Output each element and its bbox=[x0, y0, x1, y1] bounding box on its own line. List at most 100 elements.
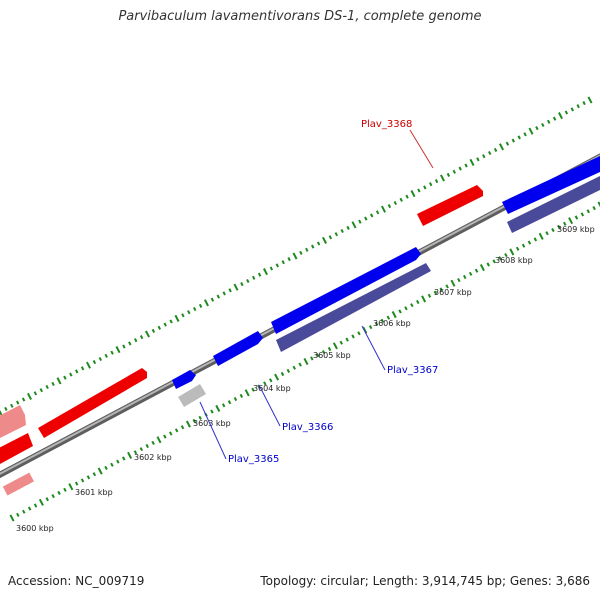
gene-label-plav3365: Plav_3365 bbox=[228, 454, 279, 465]
outer-tick bbox=[275, 263, 279, 268]
outer-tick bbox=[311, 244, 315, 249]
inner-tick bbox=[298, 362, 302, 367]
inner-tick bbox=[486, 262, 490, 267]
outer-tick bbox=[240, 282, 244, 287]
inner-tick bbox=[410, 303, 414, 308]
gene-arrow-reverse-faded[interactable] bbox=[0, 405, 26, 438]
inner-tick bbox=[557, 224, 561, 229]
outer-tick bbox=[104, 353, 108, 358]
genome-summary-text: Topology: circular; Length: 3,914,745 bp… bbox=[260, 574, 590, 588]
accession-text: Accession: NC_009719 bbox=[8, 574, 145, 588]
outer-tick bbox=[56, 377, 62, 385]
tick-label-3602: 3602 kbp bbox=[134, 453, 172, 462]
outer-tick bbox=[334, 232, 338, 237]
outer-tick bbox=[228, 288, 232, 293]
inner-tick bbox=[51, 494, 55, 499]
tick-label-group: 3600 kbp 3601 kbp 3602 kbp 3603 kbp 3604… bbox=[16, 225, 595, 533]
outer-tick bbox=[464, 163, 468, 168]
outer-tick bbox=[423, 185, 427, 190]
outer-tick bbox=[292, 252, 298, 260]
inner-tick bbox=[498, 256, 502, 261]
gene-arrow-forward-4[interactable] bbox=[502, 156, 600, 214]
outer-tick bbox=[340, 228, 344, 234]
outer-tick bbox=[222, 291, 226, 296]
gene-callout-plav3367[interactable]: Plav_3367 bbox=[361, 325, 438, 376]
inner-tick bbox=[332, 342, 338, 350]
outer-tick bbox=[16, 400, 20, 405]
inner-tick bbox=[321, 350, 326, 355]
inner-tick bbox=[479, 264, 485, 272]
outer-tick bbox=[174, 314, 180, 322]
inner-tick bbox=[122, 456, 126, 461]
outer-tick bbox=[346, 225, 350, 230]
inner-tick bbox=[57, 490, 61, 495]
outer-tick bbox=[0, 409, 3, 416]
inner-tick bbox=[33, 503, 38, 508]
outer-tick bbox=[505, 141, 510, 146]
inner-tick bbox=[221, 403, 226, 408]
outer-tick-row bbox=[0, 96, 593, 416]
outer-tick bbox=[80, 366, 85, 371]
inner-tick bbox=[351, 334, 355, 339]
outer-tick bbox=[476, 157, 480, 162]
inner-tick bbox=[80, 478, 85, 483]
gene-arrow-reverse-2[interactable] bbox=[0, 433, 33, 464]
outer-tick bbox=[547, 119, 551, 124]
outer-tick bbox=[393, 200, 397, 206]
gene-arrow-forward-plav3367[interactable] bbox=[271, 247, 421, 334]
inner-tick bbox=[239, 393, 244, 398]
inner-tick bbox=[521, 243, 526, 248]
outer-tick bbox=[21, 397, 26, 402]
inner-tick bbox=[509, 248, 515, 256]
outer-tick bbox=[558, 112, 563, 120]
outer-tick bbox=[63, 375, 67, 380]
feature-bar-pseudo[interactable] bbox=[178, 384, 206, 407]
inner-tick bbox=[74, 481, 79, 486]
inner-tick bbox=[474, 268, 479, 273]
inner-tick bbox=[286, 368, 291, 373]
inner-tick bbox=[227, 400, 232, 405]
inner-tick bbox=[374, 321, 379, 326]
inner-tick bbox=[198, 415, 202, 420]
outer-tick bbox=[328, 235, 333, 240]
inner-tick bbox=[421, 295, 427, 303]
inner-tick bbox=[345, 337, 349, 342]
gene-arrow-reverse-3[interactable] bbox=[38, 368, 147, 438]
outer-tick bbox=[134, 338, 138, 343]
inner-tick bbox=[251, 387, 255, 392]
outer-tick bbox=[122, 344, 126, 349]
feature-bar-1[interactable] bbox=[276, 263, 431, 352]
inner-tick bbox=[22, 509, 26, 514]
inner-tick bbox=[310, 356, 314, 361]
inner-tick bbox=[504, 253, 508, 258]
tick-label-3607: 3607 kbp bbox=[434, 288, 472, 297]
gene-arrow-reverse-plav3368[interactable] bbox=[417, 185, 483, 226]
gene-arrow-forward-plav3365[interactable] bbox=[172, 370, 196, 389]
inner-tick bbox=[439, 287, 443, 292]
map-title: Parvibaculum lavamentivorans DS-1, compl… bbox=[118, 9, 482, 24]
outer-tick bbox=[110, 350, 114, 355]
gene-callout-plav3368[interactable]: Plav_3368 bbox=[361, 119, 434, 169]
inner-tick bbox=[257, 384, 261, 389]
gene-arrow-reverse-1[interactable] bbox=[2, 472, 34, 496]
outer-tick bbox=[375, 210, 380, 215]
outer-tick bbox=[263, 268, 268, 276]
outer-tick bbox=[198, 303, 203, 308]
gene-arrow-forward-plav3366[interactable] bbox=[213, 331, 263, 366]
outer-tick bbox=[69, 372, 73, 377]
outer-tick bbox=[316, 241, 321, 246]
inner-tick bbox=[568, 217, 574, 225]
inner-tick bbox=[169, 431, 173, 436]
outer-tick bbox=[582, 101, 586, 106]
inner-tick bbox=[9, 514, 15, 522]
gene-callout-plav3365[interactable]: Plav_3365 bbox=[199, 401, 279, 465]
inner-tick bbox=[27, 506, 32, 511]
gene-callout-plav3366[interactable]: Plav_3366 bbox=[258, 384, 333, 433]
outer-tick bbox=[157, 325, 161, 330]
tick-label-3605: 3605 kbp bbox=[313, 351, 351, 360]
feature-bar-2[interactable] bbox=[507, 176, 600, 233]
tick-label-3609: 3609 kbp bbox=[557, 225, 595, 234]
outer-tick bbox=[33, 391, 38, 396]
outer-tick bbox=[92, 360, 97, 365]
inner-tick bbox=[463, 274, 467, 280]
